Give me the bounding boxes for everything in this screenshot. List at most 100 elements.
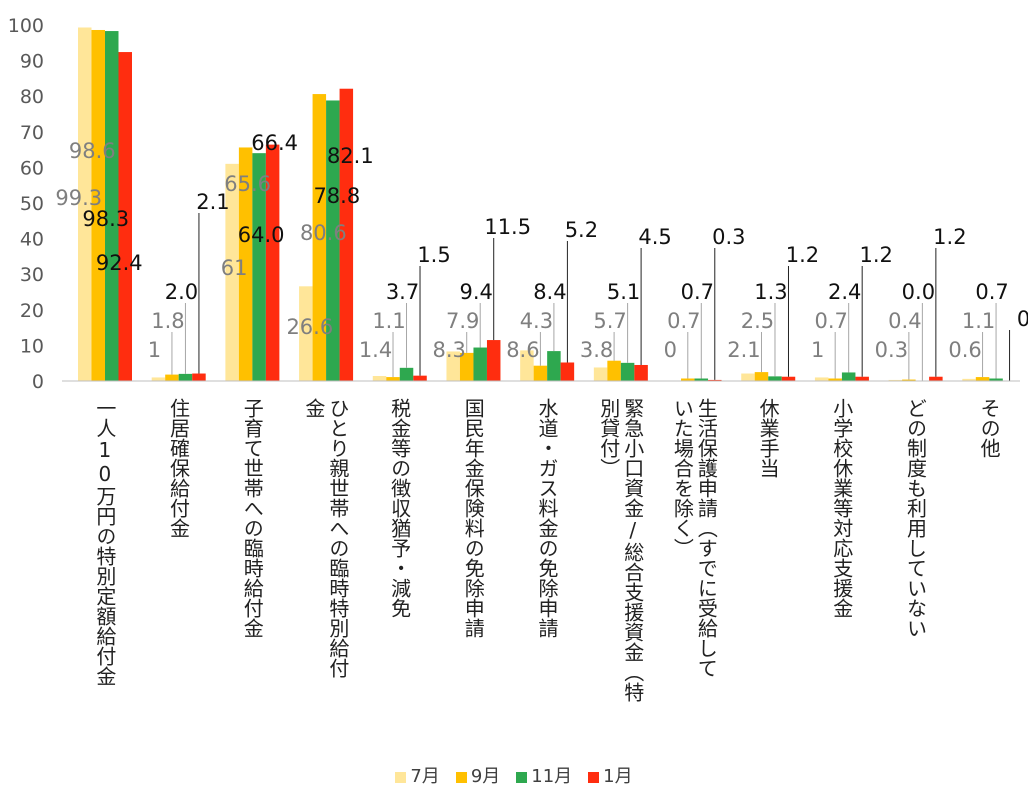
data-labels: 99.3 98.6 98.3 92.4 1 1.8 2.0 2.1 61 65.6 64.0 66.4… bbox=[55, 131, 1028, 362]
data-label: 1 bbox=[811, 338, 824, 362]
data-label: 66.4 bbox=[251, 131, 298, 155]
data-label: 0 bbox=[1017, 307, 1028, 331]
bar bbox=[192, 373, 206, 381]
category-label: 住居確保給付金 bbox=[166, 398, 191, 538]
category-label: ひとり親世帯への臨時特別給付 金 bbox=[301, 398, 350, 678]
bar bbox=[902, 379, 916, 381]
bar bbox=[165, 374, 179, 381]
bar bbox=[814, 377, 829, 381]
data-label: 1.2 bbox=[859, 243, 892, 267]
bar bbox=[975, 377, 990, 381]
data-label: 1.8 bbox=[151, 309, 184, 333]
data-label: 4.3 bbox=[520, 309, 553, 333]
category-label: 税金等の徴収猶予・減免 bbox=[387, 398, 412, 618]
category-label: 休業手当 bbox=[756, 398, 781, 478]
data-label: 2.1 bbox=[727, 338, 760, 362]
data-label: 64.0 bbox=[238, 223, 285, 247]
bar bbox=[299, 286, 313, 381]
data-label: 5.7 bbox=[593, 309, 626, 333]
y-tick-label: 70 bbox=[20, 122, 44, 144]
bar bbox=[372, 376, 387, 381]
data-label: 9.4 bbox=[460, 280, 493, 304]
bar bbox=[118, 52, 132, 381]
data-label: 1.2 bbox=[786, 243, 819, 267]
data-label: 98.3 bbox=[82, 207, 129, 231]
data-label: 5.1 bbox=[607, 280, 640, 304]
data-label: 80.6 bbox=[300, 221, 347, 245]
bar bbox=[91, 29, 105, 381]
bar bbox=[105, 31, 119, 381]
data-label: 0.7 bbox=[667, 309, 700, 333]
bar bbox=[178, 373, 193, 381]
legend-label: 9月 bbox=[470, 766, 501, 787]
data-label: 2.1 bbox=[196, 190, 229, 214]
y-tick-label: 90 bbox=[20, 51, 44, 73]
bar bbox=[781, 376, 796, 381]
legend-label: 7月 bbox=[410, 766, 440, 787]
y-tick-label: 80 bbox=[20, 86, 44, 108]
data-label: 0.3 bbox=[875, 338, 908, 362]
bar bbox=[520, 350, 534, 381]
data-label: 0.0 bbox=[902, 280, 935, 304]
data-label: 5.2 bbox=[565, 218, 598, 242]
y-tick-label: 0 bbox=[32, 371, 44, 393]
bar bbox=[533, 365, 548, 381]
data-label: 1.3 bbox=[754, 280, 787, 304]
category-label: どの制度も利用していない bbox=[903, 398, 928, 638]
bars bbox=[78, 27, 1003, 382]
legend-swatch bbox=[516, 772, 528, 783]
data-label: 0 bbox=[664, 338, 677, 362]
bar bbox=[841, 372, 856, 381]
bar bbox=[888, 379, 903, 381]
bar bbox=[473, 347, 487, 381]
data-label: 0.7 bbox=[681, 280, 714, 304]
y-axis: 0 10 20 30 40 50 60 70 80 90 100 bbox=[8, 15, 44, 393]
legend-item: 1月 bbox=[588, 762, 633, 788]
y-tick-label: 20 bbox=[20, 300, 44, 322]
bar bbox=[741, 373, 755, 381]
data-label: 2.4 bbox=[828, 280, 861, 304]
bar bbox=[78, 27, 92, 381]
data-label: 0.4 bbox=[888, 309, 921, 333]
legend-item: 9月 bbox=[455, 762, 501, 788]
bar bbox=[607, 360, 621, 381]
bar bbox=[828, 378, 842, 381]
label-leader-lines bbox=[171, 213, 1011, 381]
category-label: 水道・ガス料金の免除申請 bbox=[535, 398, 559, 638]
bar bbox=[989, 378, 1003, 381]
data-label: 8.4 bbox=[533, 280, 566, 304]
legend: 7月 9月 11月 1月 bbox=[0, 762, 1028, 788]
data-label: 8.3 bbox=[433, 338, 466, 362]
data-label: 7.9 bbox=[446, 309, 479, 333]
data-label: 0.6 bbox=[948, 338, 981, 362]
data-label: 4.5 bbox=[638, 225, 671, 249]
data-label: 0.3 bbox=[712, 225, 745, 249]
data-label: 1.1 bbox=[372, 309, 405, 333]
data-label: 11.5 bbox=[484, 215, 531, 239]
y-tick-label: 100 bbox=[8, 15, 44, 37]
data-label: 99.3 bbox=[55, 186, 102, 210]
bar bbox=[855, 376, 869, 381]
data-label: 1 bbox=[148, 338, 161, 362]
category-label: 子育て世帯への臨時給付金 bbox=[240, 398, 265, 638]
bar bbox=[754, 372, 769, 381]
legend-item: 7月 bbox=[395, 762, 440, 788]
data-label: 0.7 bbox=[975, 280, 1008, 304]
bar bbox=[486, 340, 501, 381]
bar bbox=[459, 352, 474, 381]
bar bbox=[634, 364, 648, 381]
data-label: 78.8 bbox=[313, 184, 360, 208]
bar bbox=[151, 377, 166, 381]
bar bbox=[326, 100, 340, 382]
bar bbox=[339, 88, 354, 381]
data-label: 1.4 bbox=[359, 338, 392, 362]
legend-label: 1月 bbox=[603, 766, 633, 787]
bar bbox=[238, 147, 253, 381]
legend-swatch bbox=[455, 772, 467, 783]
legend-item: 11月 bbox=[516, 762, 572, 788]
data-label: 1.2 bbox=[933, 225, 966, 249]
data-label: 3.7 bbox=[386, 280, 419, 304]
y-tick-label: 10 bbox=[20, 335, 44, 357]
data-label: 1.1 bbox=[962, 309, 995, 333]
data-label: 2.0 bbox=[165, 280, 198, 304]
